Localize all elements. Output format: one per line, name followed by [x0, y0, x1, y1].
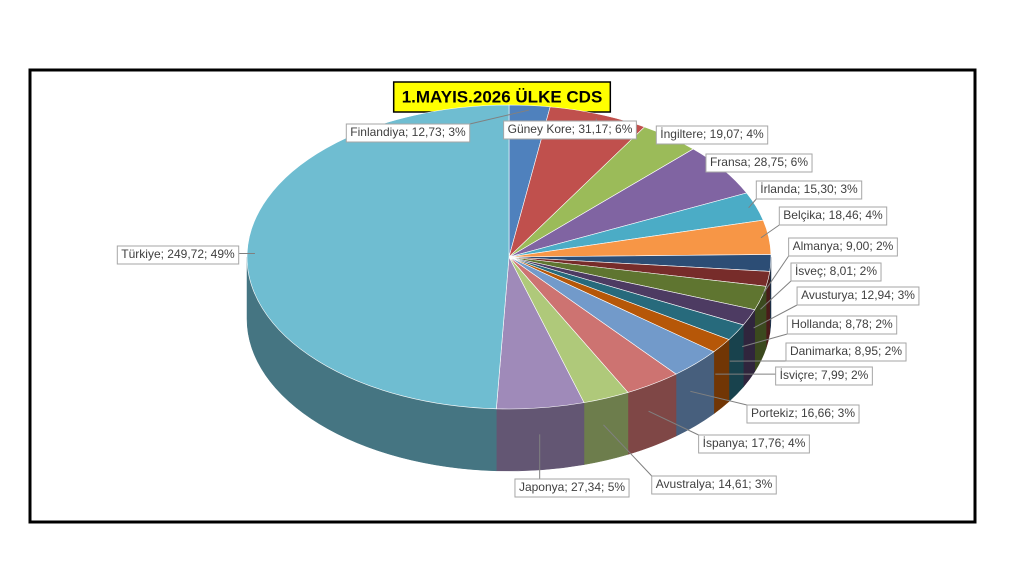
data-label: İngiltere; 19,07; 4%	[660, 127, 764, 141]
data-label: Fransa; 28,75; 6%	[710, 155, 808, 169]
data-label: Güney Kore; 31,17; 6%	[508, 122, 633, 136]
data-label: Almanya; 9,00; 2%	[793, 239, 894, 253]
data-label: İsviçre; 7,99; 2%	[780, 368, 869, 382]
data-label: İspanya; 17,76; 4%	[703, 436, 806, 450]
data-label: Avustralya; 14,61; 3%	[656, 477, 773, 491]
chart-title: 1.MAYIS.2026 ÜLKE CDS	[402, 87, 603, 106]
data-label: Türkiye; 249,72; 49%	[121, 247, 235, 261]
data-label: İrlanda; 15,30; 3%	[760, 182, 858, 196]
data-label: Japonya; 27,34; 5%	[519, 480, 625, 494]
slice-side	[714, 340, 729, 414]
data-label: Belçika; 18,46; 4%	[783, 208, 883, 222]
data-label: Portekiz; 16,66; 3%	[751, 406, 855, 420]
data-label: Finlandiya; 12,73; 3%	[350, 125, 466, 139]
data-label: İsveç; 8,01; 2%	[795, 264, 877, 278]
data-label: Hollanda; 8,78; 2%	[791, 317, 893, 331]
slice-side	[584, 392, 628, 464]
data-label: Danimarka; 8,95; 2%	[790, 344, 902, 358]
data-label: Avusturya; 12,94; 3%	[801, 288, 915, 302]
